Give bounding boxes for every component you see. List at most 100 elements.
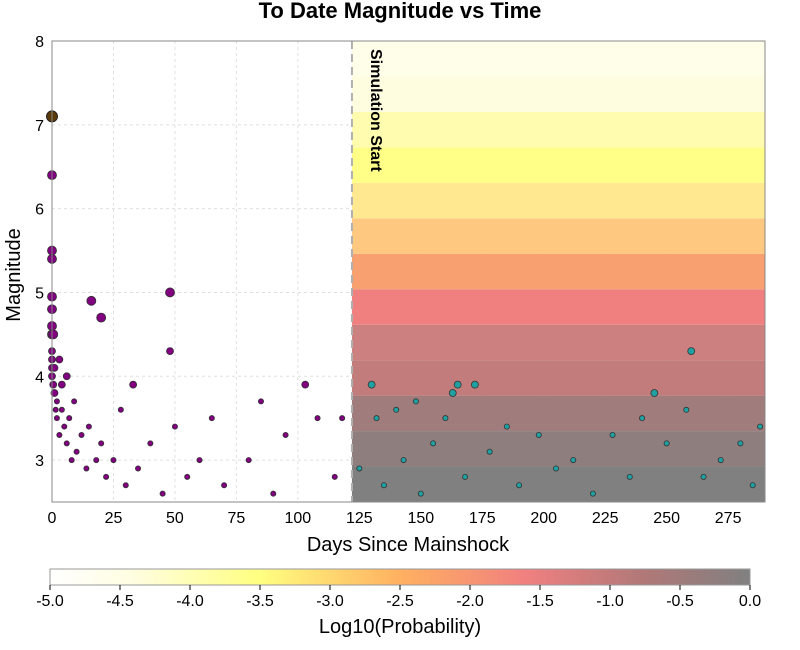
x-tick-label: 100 xyxy=(285,510,312,527)
data-point xyxy=(553,465,560,472)
simulation-start-label: Simulation Start xyxy=(367,49,384,172)
data-point xyxy=(663,440,670,447)
data-point xyxy=(58,406,65,413)
data-point xyxy=(430,440,437,447)
data-point xyxy=(245,457,252,464)
y-tick-labels: 3 4 5 6 7 8 xyxy=(35,34,44,470)
data-points xyxy=(46,110,764,497)
heatmap-band xyxy=(351,360,765,396)
data-point xyxy=(147,440,154,447)
data-point xyxy=(639,415,646,422)
data-point xyxy=(208,415,215,422)
data-point xyxy=(609,431,616,438)
data-point xyxy=(48,329,59,340)
x-tick-label: 125 xyxy=(346,510,373,527)
data-point xyxy=(486,448,493,455)
data-point xyxy=(626,473,633,480)
colorbar-tick-label: -1.0 xyxy=(596,593,624,610)
data-point xyxy=(159,490,166,497)
colorbar-tick-label: -2.5 xyxy=(386,593,414,610)
data-point xyxy=(314,415,321,422)
data-point xyxy=(117,406,124,413)
y-tick-label: 6 xyxy=(35,202,44,219)
x-tick-label: 225 xyxy=(592,510,619,527)
data-point xyxy=(55,355,64,364)
data-point xyxy=(96,312,107,323)
data-point xyxy=(717,457,724,464)
y-tick-label: 7 xyxy=(35,118,44,135)
colorbar-tick-label: 0.0 xyxy=(739,593,761,610)
x-tick-label: 275 xyxy=(715,510,742,527)
data-point xyxy=(683,406,690,413)
data-point xyxy=(749,482,756,489)
data-point xyxy=(516,482,523,489)
data-point xyxy=(737,440,744,447)
colorbar-tick-labels: -5.0 -4.5 -4.0 -3.5 -3.0 -2.5 -2.0 -1.5 -1.0 -0.5… xyxy=(36,585,761,610)
x-tick-label: 25 xyxy=(105,510,123,527)
chart-title: To Date Magnitude vs Time xyxy=(259,0,542,23)
data-point xyxy=(61,423,68,430)
data-point xyxy=(166,347,174,356)
colorbar-tick-label: -5.0 xyxy=(36,593,64,610)
data-point xyxy=(110,457,117,464)
y-tick-label: 5 xyxy=(35,285,44,302)
data-point xyxy=(570,457,577,464)
data-point xyxy=(331,473,338,480)
data-point xyxy=(53,415,60,422)
colorbar-tick-label: -4.5 xyxy=(106,593,134,610)
heatmap-band xyxy=(351,253,765,290)
data-point xyxy=(393,406,400,413)
heatmap-band xyxy=(351,76,765,112)
data-point xyxy=(687,347,696,356)
data-point xyxy=(98,440,105,447)
data-point xyxy=(103,473,110,480)
data-point xyxy=(400,457,407,464)
data-point xyxy=(52,406,59,413)
heatmap-band xyxy=(351,218,765,254)
data-point xyxy=(49,380,58,389)
data-point xyxy=(57,380,66,389)
data-point xyxy=(129,380,138,389)
x-tick-label: 150 xyxy=(407,510,434,527)
data-point xyxy=(650,389,659,397)
data-point xyxy=(93,457,100,464)
data-point xyxy=(535,431,542,438)
data-point xyxy=(56,431,63,438)
heatmap-band xyxy=(351,431,765,467)
data-point xyxy=(442,415,449,422)
data-point xyxy=(757,423,764,430)
data-point xyxy=(380,482,387,489)
x-tick-labels: 0 25 50 75 100 125 150 175 200 225 250 275 xyxy=(48,510,742,527)
x-axis-label: Days Since Mainshock xyxy=(307,534,510,556)
data-point xyxy=(68,457,75,464)
data-point xyxy=(78,431,85,438)
data-point xyxy=(135,465,142,472)
data-point xyxy=(373,415,380,422)
probability-heatmap xyxy=(351,41,765,502)
data-point xyxy=(700,473,707,480)
data-point xyxy=(62,372,71,381)
data-point xyxy=(257,398,264,405)
data-point xyxy=(83,465,90,472)
y-tick-label: 4 xyxy=(35,369,44,386)
data-point xyxy=(73,448,80,455)
data-point xyxy=(63,440,70,447)
x-tick-label: 200 xyxy=(530,510,557,527)
data-point xyxy=(356,465,363,472)
heatmap-band xyxy=(351,111,765,148)
colorbar-tick-label: -0.5 xyxy=(666,593,694,610)
data-point xyxy=(339,415,346,422)
data-point xyxy=(462,473,469,480)
heatmap-band xyxy=(351,395,765,432)
data-point xyxy=(184,473,191,480)
data-point xyxy=(221,482,228,489)
heatmap-band xyxy=(351,324,765,361)
x-tick-label: 75 xyxy=(227,510,245,527)
heatmap-band xyxy=(351,182,765,219)
x-tick-label: 175 xyxy=(469,510,496,527)
data-point xyxy=(503,423,510,430)
x-tick-label: 50 xyxy=(166,510,184,527)
data-point xyxy=(86,295,97,306)
data-point xyxy=(50,389,59,397)
